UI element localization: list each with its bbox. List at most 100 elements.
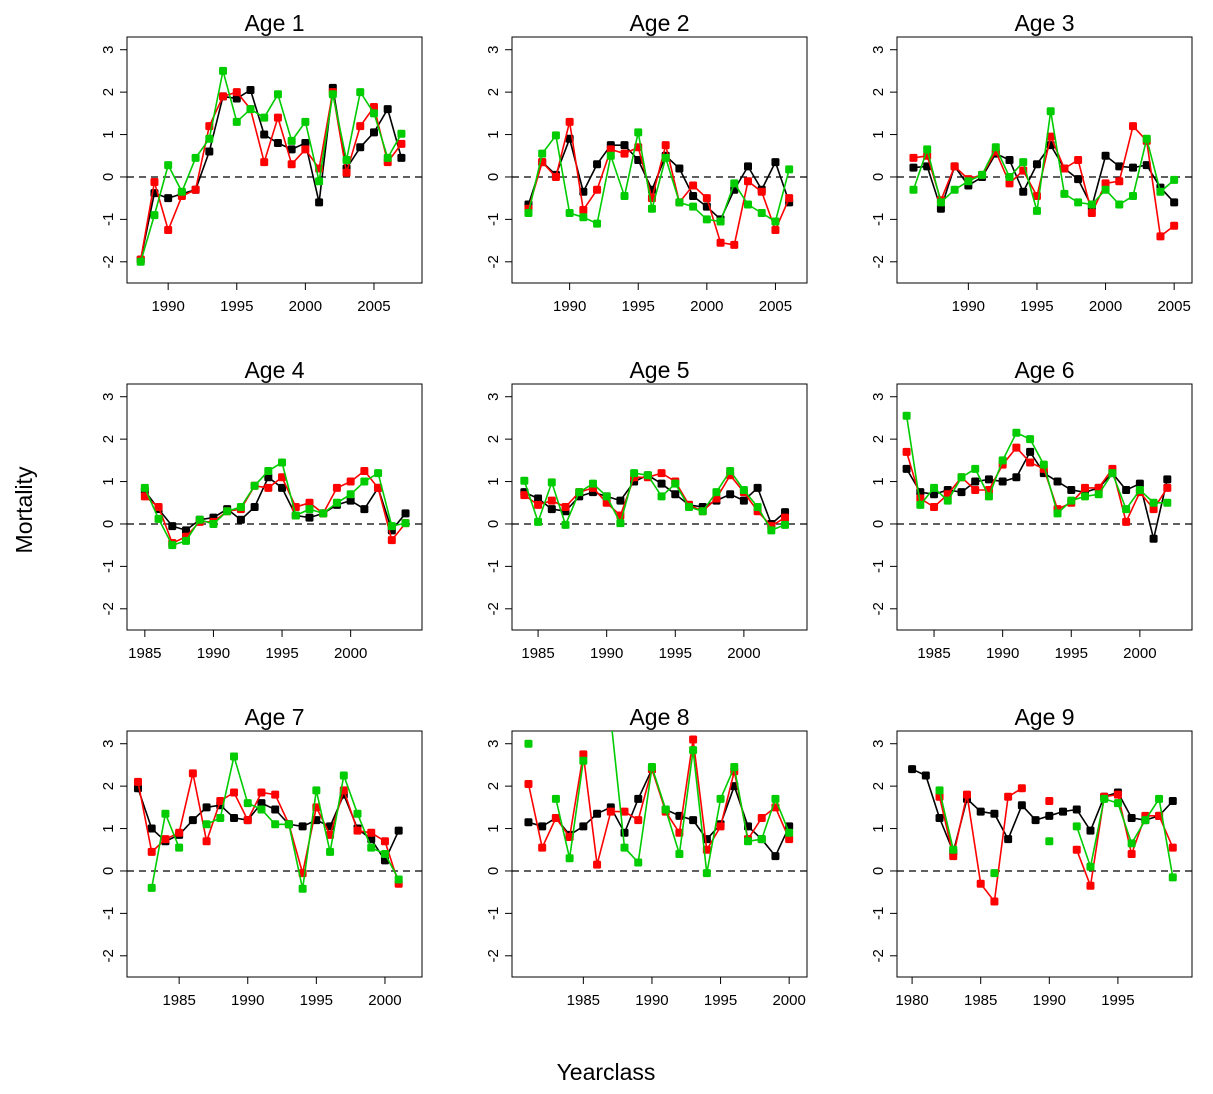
point xyxy=(935,813,944,822)
point xyxy=(1135,486,1144,495)
panel-title: Age 1 xyxy=(244,10,304,36)
point xyxy=(387,536,396,545)
point xyxy=(949,852,958,861)
point xyxy=(202,837,211,846)
point xyxy=(534,494,543,503)
point xyxy=(657,492,666,501)
point xyxy=(1005,172,1014,181)
point xyxy=(943,496,952,505)
point xyxy=(902,447,911,456)
y-tick-label: -2 xyxy=(870,602,887,615)
point xyxy=(916,500,925,509)
point xyxy=(1115,177,1124,186)
point xyxy=(689,735,698,744)
point xyxy=(565,854,574,863)
x-tick-label: 1985 xyxy=(917,645,950,662)
x-tick-label: 2000 xyxy=(368,992,401,1009)
point xyxy=(712,494,721,503)
point xyxy=(1142,161,1151,170)
point xyxy=(1170,221,1179,230)
point xyxy=(547,496,556,505)
point xyxy=(957,488,966,497)
point xyxy=(278,483,287,492)
point xyxy=(305,505,314,514)
x-tick-label: 1985 xyxy=(128,645,161,662)
y-tick-label: 0 xyxy=(870,173,887,181)
point xyxy=(195,515,204,524)
point xyxy=(1026,458,1035,467)
point xyxy=(739,496,748,505)
point xyxy=(675,850,684,858)
point xyxy=(602,492,611,501)
point xyxy=(606,807,615,816)
x-axis-label: Yearclass xyxy=(557,1059,656,1085)
y-tick-label: -1 xyxy=(485,560,502,573)
x-tick-label: 1995 xyxy=(265,645,298,662)
point xyxy=(964,177,973,186)
y-tick-label: -1 xyxy=(870,560,887,573)
y-tick-label: -2 xyxy=(485,949,502,962)
point xyxy=(935,786,944,795)
point xyxy=(1086,881,1095,890)
point xyxy=(957,473,966,482)
point xyxy=(1080,492,1089,501)
y-tick-label: 1 xyxy=(870,130,887,138)
point xyxy=(936,198,945,207)
point xyxy=(538,843,547,852)
x-tick-label: 1990 xyxy=(635,992,668,1009)
point xyxy=(1086,826,1095,835)
point xyxy=(716,794,725,803)
y-tick-label: 2 xyxy=(100,782,117,790)
point xyxy=(1012,443,1021,452)
point xyxy=(744,162,752,171)
x-tick-label: 2005 xyxy=(759,298,792,315)
point xyxy=(264,473,273,482)
point xyxy=(332,483,341,492)
point xyxy=(205,147,214,156)
point xyxy=(744,837,752,846)
point xyxy=(593,160,602,169)
panel-title: Age 2 xyxy=(629,10,689,36)
point xyxy=(902,464,911,473)
point xyxy=(287,136,296,145)
point xyxy=(264,466,273,475)
y-tick-label: 3 xyxy=(485,46,502,54)
point xyxy=(716,238,725,247)
point xyxy=(606,145,615,154)
point xyxy=(298,822,307,831)
point xyxy=(202,803,211,812)
point xyxy=(643,471,652,480)
point xyxy=(984,475,993,484)
point xyxy=(923,145,932,154)
x-tick-label: 2000 xyxy=(289,298,322,315)
y-tick-label: 3 xyxy=(485,740,502,748)
point xyxy=(250,481,259,490)
y-tick-label: -1 xyxy=(485,213,502,226)
point xyxy=(168,522,177,531)
point xyxy=(243,799,252,808)
y-tick-label: 0 xyxy=(485,867,502,875)
point xyxy=(394,826,403,835)
panel-title: Age 3 xyxy=(1014,10,1074,36)
point xyxy=(301,139,310,148)
point xyxy=(1101,151,1110,160)
y-tick-label: 0 xyxy=(485,173,502,181)
point xyxy=(520,491,529,500)
x-tick-label: 1990 xyxy=(590,645,623,662)
point xyxy=(757,835,766,844)
point xyxy=(312,786,321,795)
plot-area xyxy=(897,765,1192,906)
point xyxy=(175,843,184,852)
point xyxy=(147,847,156,856)
point xyxy=(744,200,752,209)
y-tick-label: 1 xyxy=(485,824,502,832)
point xyxy=(1163,483,1172,492)
plot-area xyxy=(512,466,807,535)
point xyxy=(367,843,376,852)
point xyxy=(1101,185,1110,194)
point xyxy=(1026,447,1035,456)
point xyxy=(1032,160,1041,169)
y-tick-label: 3 xyxy=(870,46,887,54)
point xyxy=(1005,156,1014,164)
x-tick-label: 1995 xyxy=(220,298,253,315)
